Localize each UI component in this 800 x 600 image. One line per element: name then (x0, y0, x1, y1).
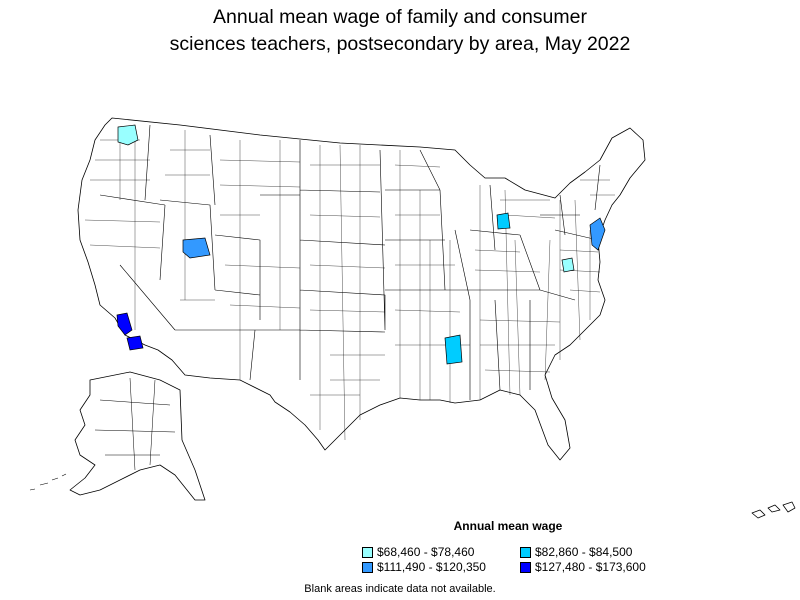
legend-title: Annual mean wage (453, 519, 563, 533)
region-lines (99, 124, 601, 400)
area-new-york-nj (589, 217, 606, 251)
county-grid (84, 125, 615, 441)
map-title: Annual mean wage of family and consumer … (0, 4, 800, 58)
aleutians (29, 473, 67, 491)
legend-label-3: $111,490 - $120,350 (377, 560, 486, 574)
legend-label-1: $68,460 - $78,460 (377, 545, 475, 559)
legend-swatch-3 (362, 561, 373, 573)
hawaii-outline (751, 501, 796, 519)
legend-swatch-1 (362, 546, 373, 558)
legend-item-2: $82,860 - $84,500 (520, 545, 632, 559)
legend-item-3: $111,490 - $120,350 (362, 560, 486, 574)
area-michigan-central (496, 212, 511, 230)
legend-item-4: $127,480 - $173,600 (520, 560, 646, 574)
legend-label-4: $127,480 - $173,600 (535, 560, 646, 574)
area-washington-west (117, 124, 139, 146)
area-san-diego (126, 335, 144, 351)
area-los-angeles (116, 312, 133, 336)
alaska-lines (94, 377, 176, 471)
legend-item-1: $68,460 - $78,460 (362, 545, 474, 559)
alaska-outline (69, 371, 206, 501)
area-utah-north (182, 237, 211, 259)
map-title-line-1: Annual mean wage of family and consumer (213, 6, 587, 28)
footnote: Blank areas indicate data not available. (304, 583, 496, 595)
area-mississippi-central (444, 334, 463, 365)
map-title-line-2: sciences teachers, postsecondary by area… (169, 33, 631, 55)
legend-swatch-4 (520, 561, 531, 573)
area-virginia-central (561, 257, 575, 273)
legend-label-2: $82,860 - $84,500 (535, 545, 633, 559)
legend-swatch-2 (520, 546, 531, 558)
